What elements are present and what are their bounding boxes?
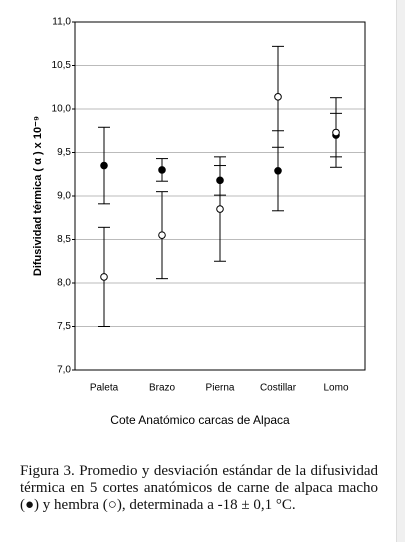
y-tick-label: 9,0 (57, 191, 71, 202)
scrollbar[interactable] (396, 0, 405, 542)
x-axis-label: Cote Anatómico carcas de Alpaca (110, 413, 290, 427)
point (216, 205, 224, 213)
point (274, 93, 282, 101)
y-tick-label: 10,0 (52, 104, 72, 115)
y-tick-label: 8,0 (57, 278, 71, 289)
y-tick-label: 7,0 (57, 365, 71, 376)
plot-frame (74, 21, 366, 371)
y-tick-label: 7,5 (57, 321, 71, 332)
x-tick-label: Lomo (323, 383, 348, 394)
point (158, 166, 166, 174)
y-tick-label: 10,5 (52, 60, 72, 71)
x-tick-label: Paleta (90, 383, 119, 394)
x-tick-label: Brazo (149, 383, 176, 394)
x-tick-label: Pierna (206, 383, 235, 394)
figure-caption: Figura 3. Promedio y desviación estándar… (20, 463, 378, 513)
y-tick-label: 9,5 (57, 147, 71, 158)
point (274, 166, 282, 175)
x-tick-label: Costillar (260, 383, 297, 394)
point (332, 128, 340, 137)
y-tick-label: 11,0 (52, 17, 71, 28)
point (158, 231, 166, 239)
y-axis-label: Difusividad térmica ( α ) x 10⁻⁹ (32, 116, 44, 276)
point (100, 161, 108, 170)
y-tick-label: 8,5 (57, 234, 71, 245)
point (100, 273, 108, 281)
chart: Cote Anatómico carcas de Alpaca Difusivi… (32, 17, 366, 427)
